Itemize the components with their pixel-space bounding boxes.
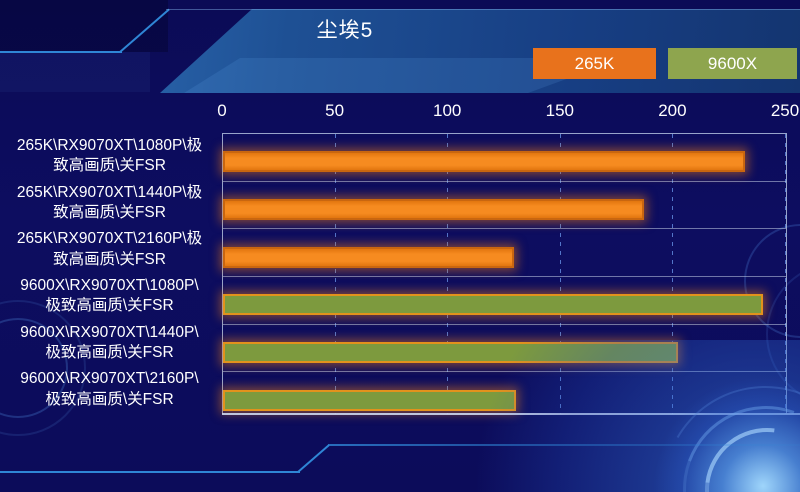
accent-line xyxy=(166,9,800,10)
category-label: 9600X\RX9070XT\2160P\ 极致高画质\关FSR xyxy=(20,370,199,408)
background-band xyxy=(0,52,150,92)
x-tick-label: 150 xyxy=(545,101,574,120)
gridline-100 xyxy=(447,134,449,414)
chart-row xyxy=(223,182,786,230)
category-label: 265K\RX9070XT\1440P\极 致高画质\关FSR xyxy=(16,183,203,221)
bar-265k-2160p xyxy=(223,246,514,268)
gridline-50 xyxy=(334,134,336,414)
x-tick-label: 0 xyxy=(217,101,227,120)
bar-265k-1440p xyxy=(223,198,645,220)
x-tick-label: 250 xyxy=(770,101,800,120)
x-tick-label: 50 xyxy=(325,101,345,120)
gridline-200 xyxy=(672,134,674,414)
legend-265k-button[interactable]: 265K xyxy=(533,48,656,79)
x-axis: 0 50 100 150 200 250 xyxy=(217,101,799,127)
bar-9600x-1080p xyxy=(223,294,764,316)
category-label: 265K\RX9070XT\1080P\极 致高画质\关FSR xyxy=(16,136,203,175)
chart-row xyxy=(223,229,786,277)
category-label: 9600X\RX9070XT\1080P\ 极致高画质\关FSR xyxy=(20,276,199,315)
legend-9600x-label: 9600X xyxy=(707,53,758,73)
chart-row xyxy=(223,277,786,325)
legend-265k-label: 265K xyxy=(574,53,615,73)
legend-9600x-button[interactable]: 9600X xyxy=(668,48,797,79)
x-tick-label: 100 xyxy=(433,101,462,120)
gridline-250 xyxy=(785,134,786,414)
category-label: 9600X\RX9070XT\1440P\ 极致高画质\关FSR xyxy=(20,323,199,361)
page-title: 尘埃5 xyxy=(316,19,374,42)
accent-line xyxy=(0,471,300,473)
gridline-150 xyxy=(559,134,561,414)
category-label: 265K\RX9070XT\2160P\极 致高画质\关FSR xyxy=(16,230,203,268)
background-band xyxy=(0,0,168,52)
x-tick-label: 200 xyxy=(658,101,687,120)
chart-row xyxy=(223,134,786,182)
accent-line xyxy=(0,51,122,53)
accent-line xyxy=(297,444,330,473)
accent-line xyxy=(328,444,800,446)
bar-265k-1080p xyxy=(223,151,746,173)
y-axis-labels: 265K\RX9070XT\1080P\极 致高画质\关FSR 265K\RX9… xyxy=(0,133,219,413)
